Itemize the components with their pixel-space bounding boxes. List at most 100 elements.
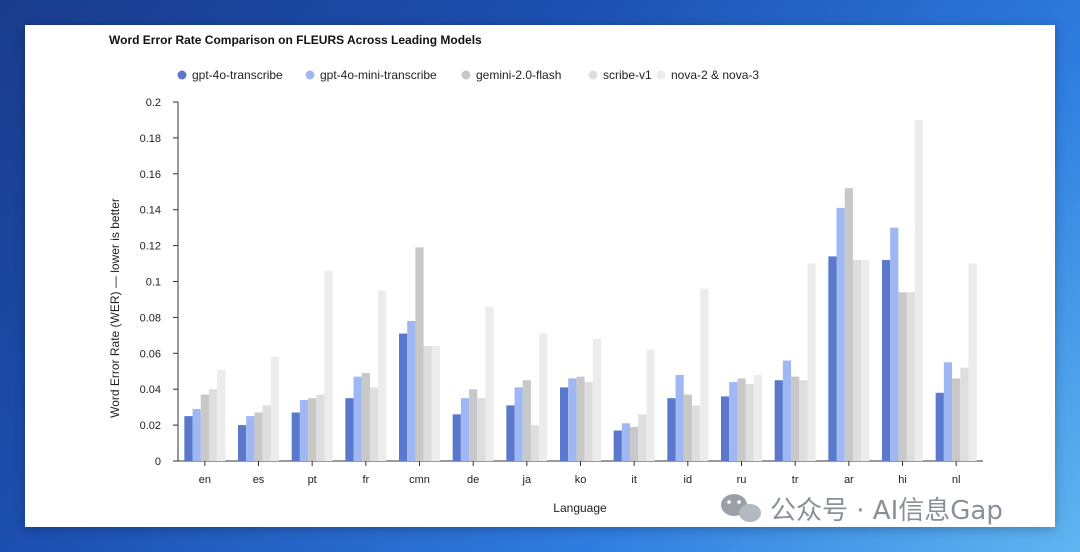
bar — [308, 398, 317, 461]
y-tick-label: 0.2 — [146, 97, 161, 109]
bar — [576, 376, 585, 461]
bar — [208, 389, 218, 461]
bar — [361, 373, 370, 461]
legend-label: gemini-2.0-flash — [476, 68, 561, 82]
bar — [291, 412, 300, 461]
bar — [782, 360, 792, 461]
legend-label: nova-2 & nova-3 — [671, 68, 759, 82]
bar — [646, 349, 655, 461]
bar — [415, 247, 424, 461]
watermark: 公众号 · AI信息Gap — [721, 494, 1003, 526]
bar — [621, 423, 631, 461]
bar — [836, 207, 845, 461]
bar — [192, 408, 201, 461]
bar — [299, 399, 309, 461]
bar — [861, 259, 870, 461]
y-tick-label: 0.14 — [140, 205, 161, 217]
bar — [844, 188, 853, 461]
bar — [745, 383, 754, 461]
bar — [584, 382, 593, 461]
bar — [721, 396, 730, 461]
bar — [952, 378, 961, 461]
bar — [592, 338, 601, 461]
legend-marker — [305, 70, 315, 80]
bar — [530, 425, 540, 461]
y-tick-label: 0 — [155, 456, 161, 468]
bar — [700, 288, 709, 461]
bar — [906, 292, 915, 461]
bar — [968, 263, 977, 461]
x-tick-label: tr — [792, 474, 799, 486]
x-tick-label: ja — [522, 474, 532, 486]
bar — [960, 367, 969, 461]
legend: gpt-4o-transcribe gpt-4o-mini-transcribe g… — [177, 68, 759, 82]
bar — [935, 392, 944, 461]
bar — [353, 376, 362, 461]
y-axis: 0 0.02 0.04 0.06 0.08 0.1 0.12 0.14 0.16 0.18 0.2 — [140, 97, 179, 468]
x-tick-label: es — [253, 474, 265, 486]
bar — [217, 369, 226, 461]
bar — [791, 376, 800, 461]
legend-label: gpt-4o-transcribe — [192, 68, 283, 82]
x-tick-label: ar — [844, 474, 854, 486]
bar — [270, 356, 279, 461]
x-axis: en es pt fr cmn de ja ko it id ru tr ar hi nl — [178, 460, 983, 486]
legend-label: scribe-v1 — [603, 68, 652, 82]
bar — [890, 227, 899, 461]
bar — [485, 306, 494, 461]
chart-svg: Word Error Rate Comparison on FLEURS Acr… — [108, 33, 1003, 526]
bar — [324, 270, 333, 461]
bar — [431, 346, 440, 461]
x-tick-label: hi — [898, 474, 907, 486]
legend-marker — [461, 70, 471, 80]
bar — [262, 405, 271, 461]
bar — [667, 398, 676, 461]
bar — [691, 405, 701, 461]
bar — [506, 405, 515, 461]
bar — [246, 416, 255, 461]
bar — [630, 426, 639, 461]
bar — [568, 378, 577, 461]
bar — [799, 380, 808, 461]
x-tick-label: fr — [362, 474, 369, 486]
x-tick-label: it — [631, 474, 637, 486]
bar — [560, 387, 569, 461]
x-tick-label: en — [199, 474, 211, 486]
bar — [378, 290, 387, 461]
legend-label: gpt-4o-mini-transcribe — [320, 68, 437, 82]
bar — [898, 292, 907, 461]
bar — [807, 263, 816, 461]
x-axis-label: Language — [553, 501, 607, 515]
bar — [774, 380, 783, 461]
bar — [345, 398, 354, 461]
y-tick-label: 0.16 — [140, 169, 161, 181]
y-tick-label: 0.08 — [140, 312, 161, 324]
x-tick-label: pt — [308, 474, 317, 486]
bar — [683, 394, 692, 461]
bar — [514, 387, 523, 461]
y-tick-label: 0.06 — [140, 348, 161, 360]
bar — [460, 398, 470, 461]
bar — [638, 414, 647, 461]
x-tick-label: id — [684, 474, 693, 486]
y-tick-label: 0.1 — [146, 277, 161, 289]
bar — [522, 380, 531, 461]
bar — [613, 430, 622, 461]
legend-marker — [656, 70, 666, 80]
x-tick-label: ru — [737, 474, 747, 486]
bar — [943, 362, 953, 461]
bar — [399, 333, 408, 461]
bar — [452, 414, 461, 461]
bar — [254, 412, 263, 461]
bar — [477, 398, 486, 461]
legend-marker — [177, 70, 187, 80]
bar — [184, 416, 193, 461]
y-axis-label: Word Error Rate (WER) — lower is better — [108, 198, 122, 418]
bar — [852, 259, 862, 461]
bar — [200, 394, 209, 461]
y-tick-label: 0.12 — [140, 241, 161, 253]
bar — [675, 374, 684, 461]
chart-title: Word Error Rate Comparison on FLEURS Acr… — [109, 33, 482, 47]
watermark-text: 公众号 · AI信息Gap — [770, 496, 1003, 526]
bar — [882, 259, 891, 461]
